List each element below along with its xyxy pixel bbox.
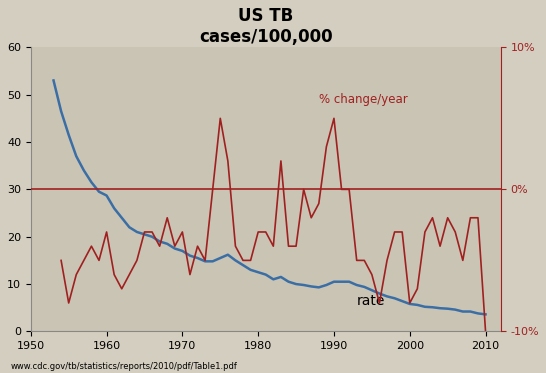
Text: % change/year: % change/year [319, 93, 407, 106]
Text: rate: rate [357, 294, 385, 308]
Text: www.cdc.gov/tb/statistics/reports/2010/pdf/Table1.pdf: www.cdc.gov/tb/statistics/reports/2010/p… [11, 362, 238, 371]
Title: US TB
cases/100,000: US TB cases/100,000 [199, 7, 333, 46]
